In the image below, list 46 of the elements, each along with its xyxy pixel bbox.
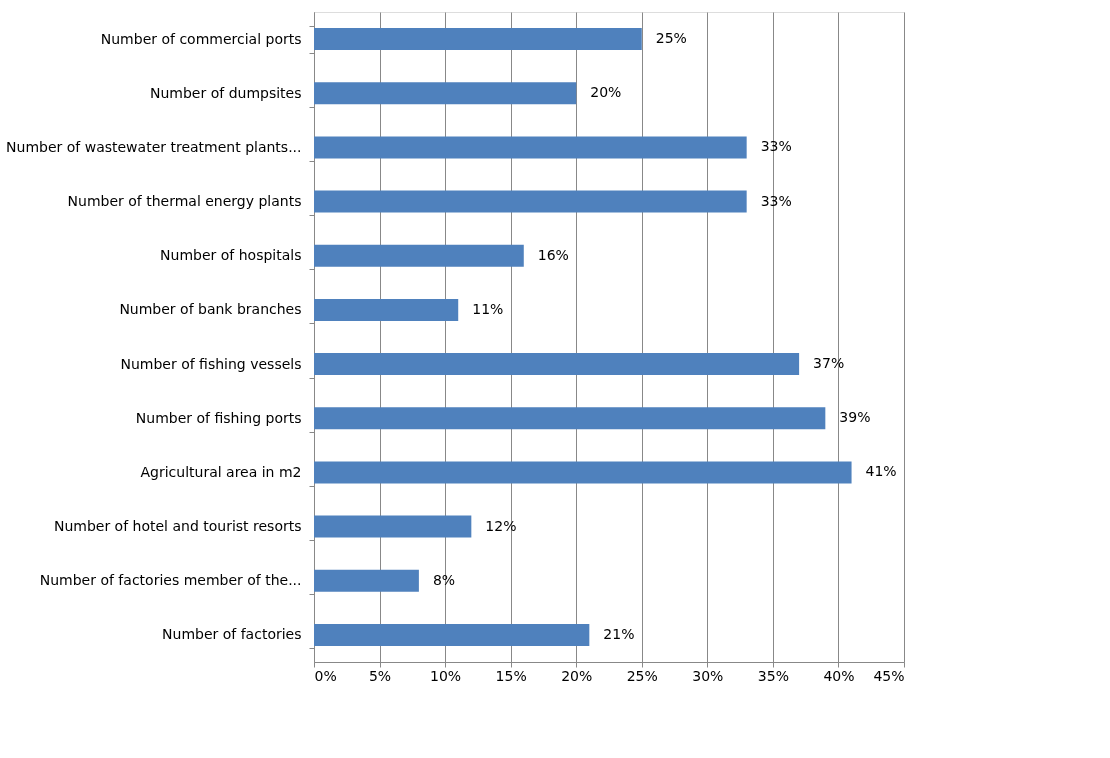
data-label: 21% [603, 625, 635, 642]
y-tick-label: Number of hospitals [160, 247, 302, 264]
data-label: 33% [760, 192, 792, 209]
bar [314, 136, 747, 159]
bar [314, 28, 642, 51]
y-tick-label: Number of factories member of the... [39, 572, 302, 589]
data-label: 8% [432, 571, 456, 588]
data-label: 37% [813, 355, 845, 372]
x-tick-label: 5% [368, 667, 392, 684]
x-tick-label: 0% [314, 667, 337, 684]
data-label: 20% [590, 84, 622, 101]
y-tick-label: Number of wastewater treatment plants... [6, 138, 302, 155]
x-tick-label: 45% [873, 667, 905, 684]
x-tick-label: 35% [757, 667, 789, 684]
y-tick-label: Number of bank branches [119, 301, 302, 318]
data-label: 41% [865, 463, 897, 480]
data-label: 11% [472, 300, 504, 317]
y-tick-label: Number of hotel and tourist resorts [53, 518, 302, 535]
bar [314, 461, 852, 484]
bar [314, 623, 590, 646]
y-tick-label: Number of commercial ports [100, 30, 302, 47]
data-label: 12% [485, 517, 517, 534]
x-tick-label: 10% [430, 667, 462, 684]
bar [314, 298, 459, 321]
x-tick-label: 25% [626, 667, 658, 684]
y-tick-label: Agricultural area in m2 [140, 463, 302, 480]
y-tick-label: Number of thermal energy plants [67, 193, 302, 210]
x-tick-label: 15% [495, 667, 527, 684]
bar [314, 407, 826, 430]
y-tick-label: Number of fishing vessels [120, 355, 302, 372]
y-tick-label: Number of factories [162, 626, 302, 643]
data-label: 25% [655, 30, 687, 47]
bar [314, 190, 747, 213]
data-label: 39% [839, 409, 871, 426]
bar [314, 82, 577, 105]
y-tick-label: Number of dumpsites [150, 84, 302, 101]
data-label: 33% [760, 138, 792, 155]
bar [314, 353, 800, 376]
x-tick-label: 40% [823, 667, 855, 684]
data-label: 16% [537, 246, 569, 263]
x-tick-label: 20% [561, 667, 593, 684]
bar [314, 515, 472, 538]
bar [314, 244, 524, 267]
y-tick-label: Number of fishing ports [135, 409, 302, 426]
x-tick-label: 30% [692, 667, 724, 684]
bar [314, 569, 419, 592]
